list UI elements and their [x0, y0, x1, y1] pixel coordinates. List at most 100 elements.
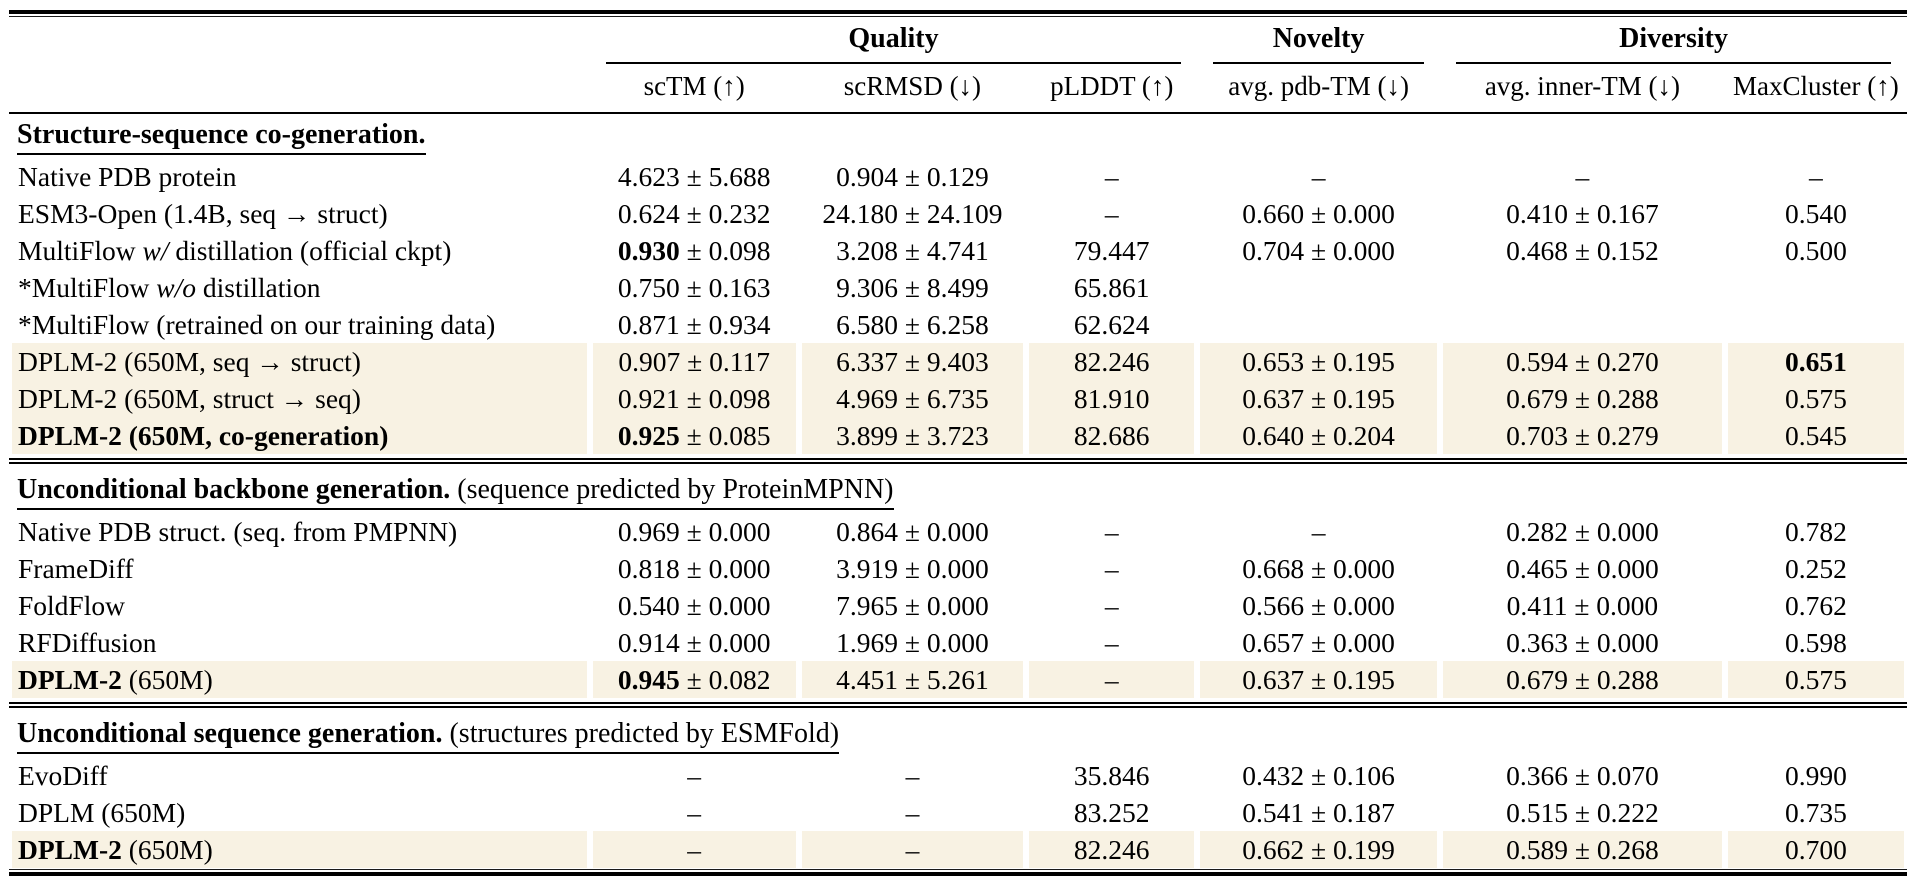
value-cell: – [1026, 624, 1197, 661]
text-segment: RFDiffusion [18, 626, 157, 658]
table-row: EvoDiff – –35.846 0.432 ± 0.106 0.366 ± 0.07… [9, 757, 1907, 794]
metric-value: 0.465 [1506, 552, 1568, 584]
metric-value: 0.914 [617, 626, 680, 658]
benchmark-results-table: Quality Novelty Diversity scTM (↑) scRMS… [9, 17, 1907, 868]
value-cell: – [590, 831, 799, 868]
table-row: RFDiffusion 0.914 ± 0.000 1.969 ± 0.000–0.… [9, 624, 1907, 661]
metric-stddev: ± 0.070 [1567, 759, 1659, 791]
value-cell: – [799, 794, 1027, 831]
value-cell: 0.657 ± 0.000 [1197, 624, 1440, 661]
metric-value: 0.540 [1784, 197, 1847, 229]
text-segment: (structures predicted by ESMFold) [442, 718, 840, 749]
value-cell: 4.623 ± 5.688 [590, 158, 799, 195]
text-segment: w/o [156, 271, 197, 303]
novelty-cmidrule [1213, 62, 1425, 64]
metric-value: 0.864 [836, 515, 899, 547]
value-cell: 65.861 [1026, 269, 1197, 306]
section-title: Structure-sequence co-generation. [17, 119, 426, 155]
value-cell: 81.910 [1026, 380, 1197, 417]
value-cell: 83.252 [1026, 794, 1197, 831]
text-segment: DPLM-2 (650M, struct → seq) [18, 382, 361, 414]
group-label: Novelty [1272, 23, 1365, 54]
metric-value: 35.846 [1073, 759, 1150, 791]
table-row: DPLM-2 (650M) 0.945 ± 0.082 4.451 ± 5.261–… [9, 661, 1907, 698]
metric-value: 0.640 [1242, 419, 1305, 451]
value-cell: 0.735 [1725, 794, 1907, 831]
model-name-cell: ESM3-Open (1.4B, seq → struct) [9, 195, 590, 232]
metric-stddev: ± 0.000 [898, 589, 989, 621]
value-cell: 0.703 ± 0.279 [1440, 417, 1725, 454]
metric-value: 0.598 [1784, 626, 1847, 658]
value-cell: 0.668 ± 0.000 [1197, 550, 1440, 587]
value-cell: – [1026, 587, 1197, 624]
metric-stddev: ± 0.106 [1304, 759, 1395, 791]
metric-value: 0.637 [1242, 663, 1305, 695]
text-segment: Native PDB protein [18, 160, 237, 192]
metric-value: 0.252 [1784, 552, 1847, 584]
metric-value: 0.515 [1506, 796, 1568, 828]
metric-stddev: ± 0.000 [679, 626, 771, 658]
header-corner-cell [9, 64, 590, 111]
table-row: MultiFlow w/ distillation (official ckpt… [9, 232, 1907, 269]
diversity-cmidrule [1456, 62, 1891, 64]
metric-value: 65.861 [1073, 271, 1150, 303]
metric-value: – [1809, 160, 1823, 192]
metric-value: 0.782 [1784, 515, 1847, 547]
metric-stddev: ± 0.152 [1567, 234, 1659, 266]
metric-value: 0.411 [1506, 589, 1568, 621]
metric-stddev: ± 0.000 [1567, 552, 1659, 584]
value-cell: 6.337 ± 9.403 [799, 343, 1027, 380]
metric-value: 24.180 [822, 197, 899, 229]
metric-stddev: ± 5.261 [898, 663, 989, 695]
metric-value: 0.750 [617, 271, 680, 303]
metric-stddev: ± 0.279 [1567, 419, 1659, 451]
metric-stddev: ± 0.000 [898, 552, 989, 584]
quality-cmidrule [605, 62, 1182, 64]
value-cell: – [1440, 158, 1725, 195]
value-cell: 62.624 [1026, 306, 1197, 343]
metric-value: 0.660 [1242, 197, 1305, 229]
value-cell: 0.762 [1725, 587, 1907, 624]
table-row: DPLM-2 (650M, struct → seq) 0.921 ± 0.098… [9, 380, 1907, 417]
text-segment: ESM3-Open (1.4B, seq → struct) [18, 197, 388, 229]
metric-value: 6.580 [836, 308, 899, 340]
metric-value: – [1104, 160, 1119, 192]
metric-value: 82.246 [1073, 345, 1150, 377]
metric-stddev: ± 9.403 [898, 345, 989, 377]
metric-value: – [1104, 552, 1119, 584]
table-row: DPLM-2 (650M) – –82.246 0.662 ± 0.199 0.589 … [9, 831, 1907, 868]
text-segment: Native PDB struct. (seq. from PMPNN) [18, 515, 458, 547]
metric-stddev: ± 0.163 [679, 271, 771, 303]
metric-value: 0.410 [1506, 197, 1568, 229]
value-cell: – [799, 757, 1027, 794]
metric-value: 82.686 [1073, 419, 1150, 451]
value-cell: 0.662 ± 0.199 [1197, 831, 1440, 868]
metric-value: 0.945 [617, 663, 680, 695]
value-cell: 0.411 ± 0.000 [1440, 587, 1725, 624]
value-cell: 0.468 ± 0.152 [1440, 232, 1725, 269]
value-cell: – [1026, 195, 1197, 232]
metric-stddev: ± 0.222 [1567, 796, 1659, 828]
value-cell: 0.410 ± 0.167 [1440, 195, 1725, 232]
value-cell: 0.545 [1725, 417, 1907, 454]
header-corner-cell [9, 17, 590, 64]
metric-value: – [1311, 515, 1326, 547]
metric-value: 4.969 [836, 382, 899, 414]
metric-value: 0.700 [1784, 833, 1847, 865]
metric-value: 0.871 [617, 308, 680, 340]
metric-value: 0.704 [1242, 234, 1305, 266]
metric-value: 0.540 [617, 589, 680, 621]
text-segment: MultiFlow [18, 234, 143, 266]
metric-value: 0.366 [1506, 759, 1568, 791]
value-cell: 0.679 ± 0.288 [1440, 661, 1725, 698]
col-header-plddt: pLDDT (↑) [1050, 71, 1174, 101]
bottom-rule-thin [9, 869, 1907, 870]
value-cell [1197, 306, 1440, 343]
value-cell: – [1197, 513, 1440, 550]
metric-stddev: ± 0.000 [1567, 589, 1659, 621]
metric-stddev: ± 0.288 [1567, 663, 1659, 695]
metric-value: – [905, 759, 920, 791]
text-segment: (sequence predicted by ProteinMPNN) [450, 474, 894, 505]
value-cell: 9.306 ± 8.499 [799, 269, 1027, 306]
